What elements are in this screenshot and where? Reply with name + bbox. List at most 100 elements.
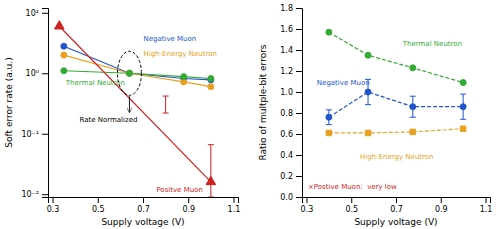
tick-label: 10⁻¹: [21, 130, 39, 139]
point-marker: [410, 129, 415, 134]
error-bar-cap: [460, 119, 466, 120]
tick: 10⁻²: [21, 190, 48, 199]
axis-line: [296, 9, 303, 198]
series-line: [64, 55, 211, 87]
panel: 0.30.50.70.91.110⁻²10⁻¹10⁰10¹Supply volt…: [4, 9, 240, 228]
tick-mark: [42, 134, 48, 135]
error-bar-cap: [365, 104, 371, 105]
tick: 0.4: [280, 151, 302, 160]
tick: 0.2: [280, 172, 302, 181]
error-bar-cap: [326, 109, 332, 110]
tick: 0.7: [137, 197, 150, 214]
error-bar-cap: [460, 94, 466, 95]
series-line: [64, 71, 211, 79]
tick-mark: [233, 197, 234, 203]
tick-mark: [296, 8, 302, 9]
point-marker: [181, 74, 187, 80]
point-marker: [208, 84, 214, 90]
series-line: [329, 92, 463, 117]
tick-label: 0.7: [137, 205, 150, 214]
point-marker: [55, 21, 65, 29]
point-marker: [206, 176, 216, 184]
tick: 1.1: [228, 197, 241, 214]
tick-label: 1.0: [280, 88, 293, 97]
tick-mark: [296, 176, 302, 177]
tick-mark: [351, 197, 352, 203]
tick-label: 1.1: [480, 205, 493, 214]
tick-mark: [42, 13, 48, 14]
tick: 0.3: [301, 197, 314, 214]
tick-mark: [296, 197, 302, 198]
series-label: Negative Muon: [317, 79, 370, 87]
point-marker: [326, 114, 332, 120]
point-marker: [61, 52, 67, 58]
tick-label: 0.5: [345, 205, 358, 214]
axis-line: [49, 198, 239, 204]
tick-mark: [296, 113, 302, 114]
panel: 0.30.50.70.91.10.00.20.40.60.81.01.21.41…: [258, 4, 492, 227]
tick-label: 0.0: [280, 193, 293, 202]
series-label: Thermal Neutron: [65, 79, 125, 87]
point-marker: [365, 52, 371, 58]
tick-label: 10⁻²: [21, 190, 39, 199]
series-label: Negative Muon: [143, 35, 196, 43]
plot-area: [55, 21, 216, 197]
tick-mark: [296, 29, 302, 30]
error-bar-stem: [165, 96, 166, 113]
error-bar: [326, 110, 332, 125]
series-labels: Negative Muon High-Energy Neutron Thermal …: [65, 35, 217, 194]
y-axis-title: Soft error rate (a.u.): [4, 57, 14, 147]
y-axis: 0.00.20.40.60.81.01.21.41.61.8: [280, 4, 302, 202]
tick-label: 0.9: [182, 205, 195, 214]
tick-label: 0.3: [301, 205, 314, 214]
tick: 1.6: [280, 25, 302, 34]
series-label: Thermal Neutron: [402, 40, 462, 48]
tick-mark: [306, 197, 307, 203]
tick-label: 0.3: [47, 205, 60, 214]
tick-mark: [42, 73, 48, 74]
error-bar-cap: [163, 113, 169, 114]
tick: 1.4: [280, 46, 302, 55]
tick-mark: [53, 197, 54, 203]
point-marker: [410, 65, 416, 71]
x-axis-title: Supply voltage (V): [354, 217, 437, 227]
tick-mark: [143, 197, 144, 203]
x-axis-title: Supply voltage (V): [101, 217, 184, 227]
tick-label: 0.4: [280, 151, 293, 160]
annotation: ×Postive Muon: very low: [308, 183, 397, 191]
annotation: Rate Normalized: [79, 116, 137, 124]
tick-mark: [441, 197, 442, 203]
tick-label: 0.6: [280, 130, 293, 139]
tick-label: 0.5: [92, 205, 105, 214]
series-label: High-Energy Neutron: [143, 50, 217, 58]
error-bar-cap: [410, 96, 416, 97]
point-marker: [460, 80, 466, 86]
error-bar: [410, 96, 416, 117]
point-marker: [126, 70, 132, 76]
axis-line: [303, 198, 491, 204]
tick: 0.5: [92, 197, 105, 214]
tick-mark: [98, 197, 99, 203]
tick-mark: [296, 71, 302, 72]
tick-mark: [486, 197, 487, 203]
tick: 0.9: [182, 197, 195, 214]
tick: 0.0: [280, 193, 302, 202]
series-line: [329, 129, 463, 133]
tick-label: 1.1: [228, 205, 241, 214]
tick-label: 1.8: [280, 4, 293, 13]
tick: 0.7: [390, 197, 403, 214]
error-bar-cap: [326, 124, 332, 125]
tick-mark: [296, 92, 302, 93]
point-marker: [126, 70, 132, 76]
series-label: Positve Muon: [156, 186, 202, 194]
series-labels: Thermal NeutronNegative MuonHigh-Energy …: [317, 40, 462, 161]
point-marker: [126, 70, 132, 76]
x-axis: 0.3 0.5 0.7 0.9 1.1: [301, 197, 493, 214]
axis-line: [42, 9, 49, 198]
figure: 0.30.50.70.91.110⁻²10⁻¹10⁰10¹Supply volt…: [0, 0, 500, 229]
tick: 0.9: [435, 197, 448, 214]
point-marker: [365, 89, 371, 95]
tick-label: 1.2: [280, 67, 293, 76]
point-marker: [61, 43, 67, 49]
error-bar: [208, 145, 214, 197]
